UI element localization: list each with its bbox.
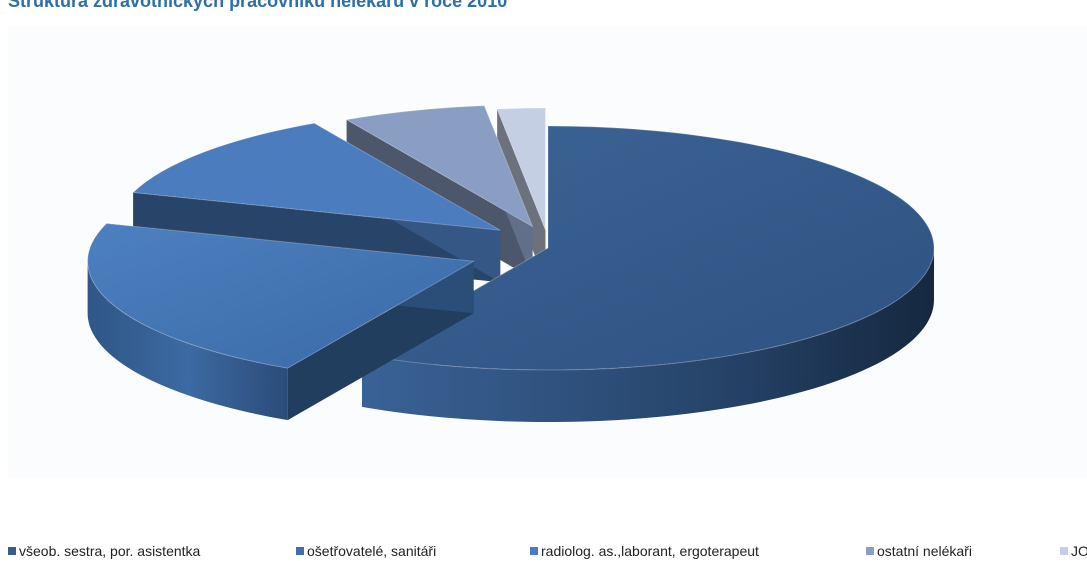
legend-item: ošetřovatelé, sanitáři <box>296 543 436 559</box>
legend-swatch <box>866 547 874 555</box>
legend-item: všeob. sestra, por. asistentka <box>8 543 200 559</box>
legend-label: JOP <box>1071 543 1087 559</box>
legend-item: JOP <box>1060 543 1087 559</box>
pie-slice-top <box>87 223 476 369</box>
pie-chart <box>87 105 935 422</box>
pie-slice-top <box>496 107 546 231</box>
pie-slice-top <box>132 122 501 231</box>
pie-slice-wall <box>497 108 546 283</box>
pie-slice-top <box>360 125 935 371</box>
legend-swatch <box>8 547 16 555</box>
legend-swatch <box>1060 547 1068 555</box>
pie-slice-5 <box>496 107 546 283</box>
pie-slice-2 <box>87 223 476 421</box>
chart-title: Struktura zdravotnických pracovníků nelé… <box>8 0 508 11</box>
pie-slice-1 <box>360 125 935 422</box>
legend-label: všeob. sestra, por. asistentka <box>19 543 201 559</box>
legend-label: ostatní nelékaři <box>877 543 972 559</box>
legend-label: radiolog. as.,laborant, ergoterapeut <box>541 543 759 559</box>
pie-slice-side <box>362 248 934 422</box>
plot-area <box>8 26 1087 478</box>
legend-swatch <box>530 547 538 555</box>
legend-swatch <box>296 547 304 555</box>
pie-slice-top <box>345 105 534 228</box>
legend-label: ošetřovatelé, sanitáři <box>307 543 437 559</box>
legend-item: radiolog. as.,laborant, ergoterapeut <box>530 543 759 559</box>
pie-slice-side <box>87 261 288 421</box>
legend: všeob. sestra, por. asistentka ošetřovate… <box>0 543 1087 562</box>
legend-item: ostatní nelékaři <box>866 543 972 559</box>
